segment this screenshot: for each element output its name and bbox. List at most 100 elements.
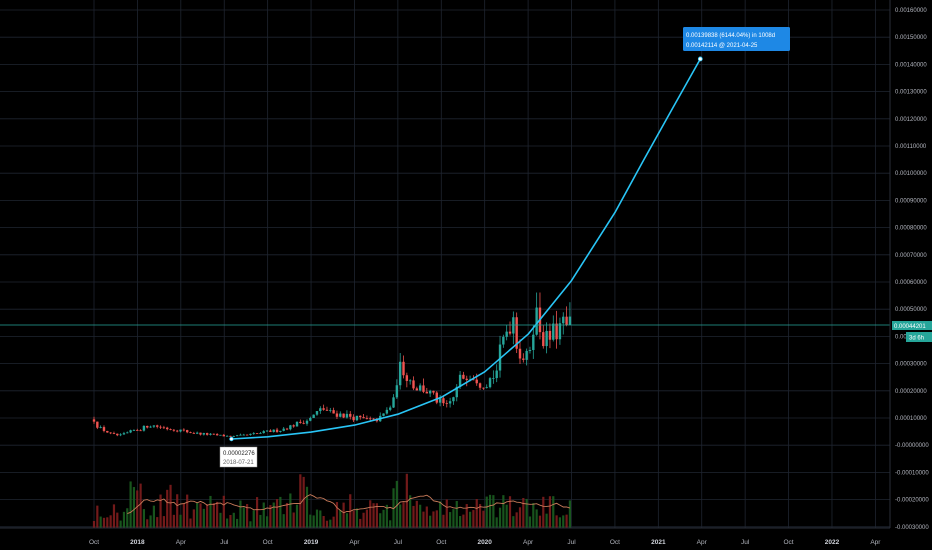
volume-bar: [232, 512, 235, 528]
candle-body: [488, 378, 492, 388]
volume-bar: [255, 497, 259, 528]
projection-curve-line[interactable]: [231, 58, 701, 440]
y-tick-label: -0.00000000: [895, 443, 929, 449]
volume-bar: [342, 502, 345, 528]
volume-bar: [369, 500, 372, 528]
volume-bar: [399, 504, 402, 528]
x-tick-label: 2021: [651, 539, 666, 546]
volume-ma-line: [127, 494, 571, 515]
volume-bar: [555, 515, 558, 528]
candle-body: [402, 361, 405, 376]
volume-bar: [119, 520, 122, 528]
candle-body: [365, 418, 369, 419]
candle-body: [182, 429, 186, 431]
projection-curve[interactable]: [229, 56, 703, 442]
candle-body: [372, 418, 375, 420]
candle-body: [455, 386, 458, 398]
volume-bar: [472, 510, 475, 528]
x-axis[interactable]: Oct 2018 Apr Jul Oct 2019 Apr Jul Oct 2020 Apr Jul O…: [0, 527, 890, 546]
y-tick-label: 0.00080000: [895, 226, 927, 232]
volume-bar: [206, 504, 209, 528]
x-tick-label: Apr: [870, 539, 881, 546]
x-tick-label: Jul: [741, 539, 750, 546]
volume-bar: [179, 514, 182, 528]
volume-bar: [272, 502, 275, 528]
volume-bar: [189, 518, 192, 528]
volume-bar: [192, 509, 195, 528]
volume-bar: [92, 520, 96, 528]
volume-bar: [545, 513, 548, 528]
countdown-tag-box: [906, 332, 932, 342]
volume-bar: [162, 516, 165, 528]
volume-bar: [202, 508, 205, 528]
volume-bar: [562, 515, 565, 528]
projection-start-label[interactable]: 0.00002276 2018-07-21: [219, 446, 258, 468]
candle-body: [465, 378, 468, 380]
candle-body: [355, 415, 359, 421]
volume-bar: [385, 504, 388, 528]
start-value-text: 0.00002276: [223, 451, 255, 457]
y-tick-label: 0.00140000: [895, 62, 927, 68]
candle-body: [239, 434, 242, 436]
volume-bar: [379, 513, 382, 528]
candle-body: [329, 410, 332, 411]
candle-body: [389, 407, 392, 410]
volume-bar: [432, 511, 435, 528]
candle-body: [415, 388, 419, 391]
volume-bar: [312, 515, 315, 528]
candle-body: [352, 416, 355, 421]
volume-bar: [372, 503, 375, 528]
candle-body: [408, 380, 412, 382]
projection-callout[interactable]: 0.00139838 (6144.04%) in 1008d 0.0014211…: [683, 27, 790, 51]
y-tick-label: -0.00030000: [895, 525, 929, 531]
candle-body: [102, 427, 106, 431]
volume-bar: [468, 511, 472, 528]
volume-bar: [136, 490, 139, 528]
volume-bar: [279, 496, 282, 528]
candle-body: [136, 430, 139, 431]
candle-body: [205, 433, 209, 435]
volume-bar: [435, 510, 438, 528]
candle-body: [149, 426, 152, 428]
volume-bar: [482, 510, 485, 528]
volume-bar: [402, 502, 405, 528]
candle-body: [422, 385, 425, 392]
volume-bar: [302, 476, 305, 528]
candle-body: [222, 434, 225, 437]
candle-body: [259, 433, 262, 434]
curve-start-handle[interactable]: [229, 436, 234, 442]
volume-bar: [109, 515, 112, 528]
curve-end-handle[interactable]: [697, 56, 703, 62]
candle-body: [225, 435, 229, 437]
candle-body: [522, 358, 525, 360]
candle-body: [385, 409, 389, 414]
candle-body: [562, 316, 565, 324]
volume-bar: [142, 509, 146, 528]
candle-body: [245, 434, 249, 436]
candle-body: [185, 430, 189, 433]
volume-bar: [226, 518, 229, 528]
candle-body: [532, 334, 535, 350]
volume-moving-average: [127, 494, 571, 515]
volume-bar: [462, 514, 465, 528]
candle-body: [159, 426, 162, 428]
volume-bar: [305, 486, 309, 528]
x-tick-label: Apr: [697, 539, 708, 546]
volume-bar: [139, 483, 142, 528]
volume-bar: [156, 517, 159, 528]
volume-bar: [132, 487, 136, 528]
volume-bar: [389, 520, 392, 528]
countdown-tag[interactable]: 3d 6h: [906, 332, 932, 342]
current-price-tag[interactable]: 0.00044201: [892, 321, 932, 330]
candle-body: [195, 432, 199, 434]
candle-body: [319, 408, 322, 412]
candle-body: [505, 331, 508, 337]
candle-body: [292, 425, 295, 427]
y-tick-label: 0.00160000: [895, 8, 927, 14]
candle-body: [525, 350, 528, 360]
candle-body: [192, 432, 196, 434]
x-tick-label: Oct: [89, 539, 99, 546]
candle-body: [209, 433, 212, 435]
volume-bar: [112, 504, 116, 528]
